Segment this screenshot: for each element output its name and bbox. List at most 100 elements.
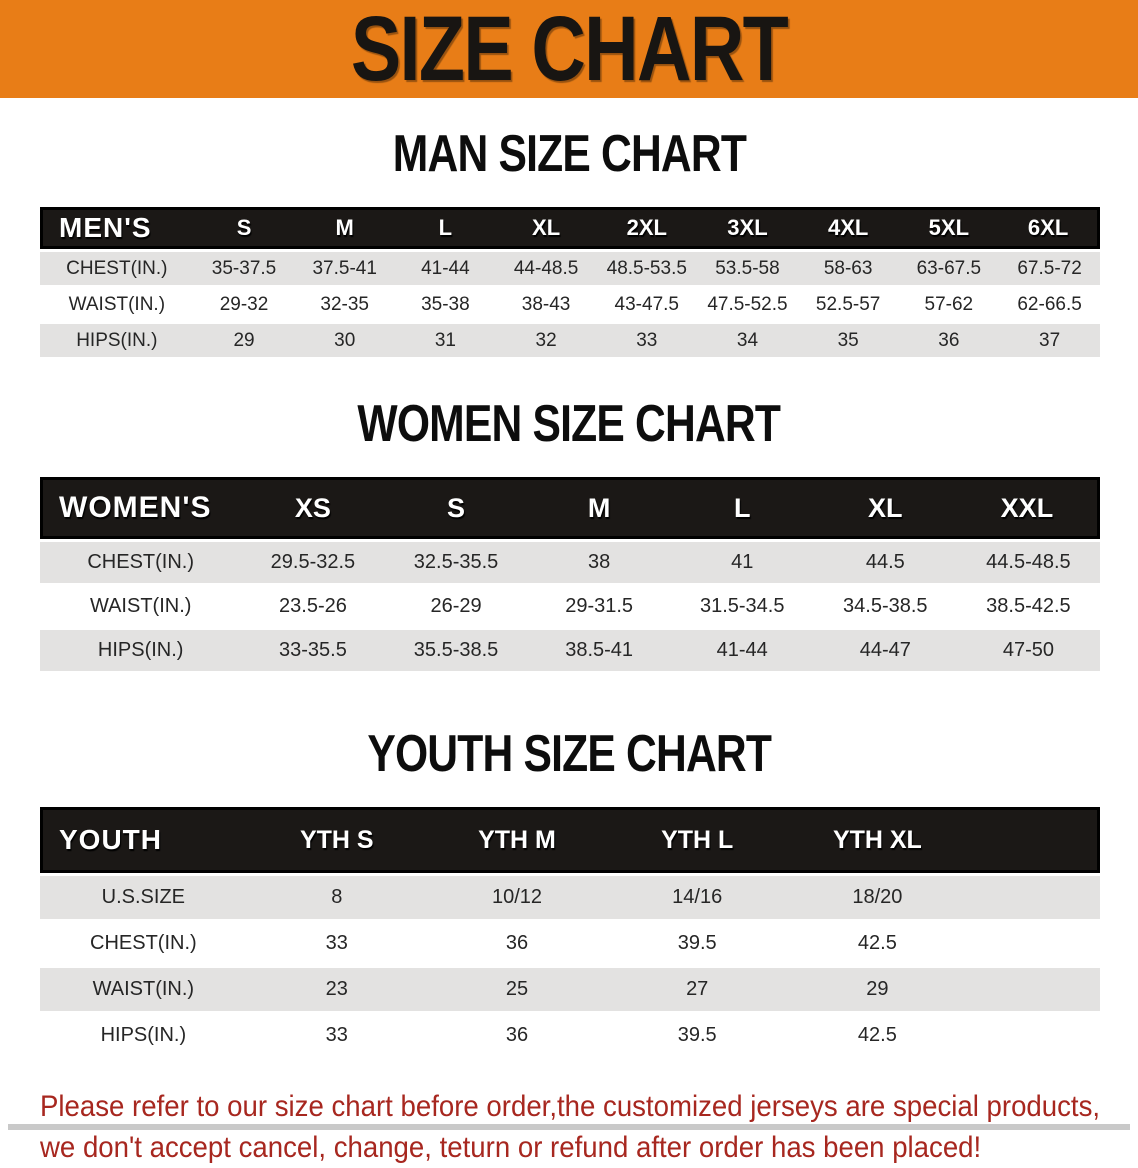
size-value: 31.5-34.5 — [670, 586, 814, 627]
size-value: 25 — [426, 968, 608, 1011]
size-value: 47-50 — [956, 630, 1100, 671]
column-header: 5XL — [898, 207, 1000, 249]
table-row: HIPS(IN.) 33-35.5 35.5-38.5 38.5-41 41-44 44-… — [40, 630, 1100, 671]
column-header: XL — [495, 207, 597, 249]
table-row: U.S.SIZE 8 10/12 14/16 18/20 — [40, 876, 1100, 919]
size-value: 36 — [898, 324, 1000, 357]
size-value: 42.5 — [787, 1014, 968, 1057]
size-value: 29 — [787, 968, 968, 1011]
size-value: 39.5 — [607, 922, 788, 965]
size-value: 36 — [426, 922, 608, 965]
column-header: 4XL — [797, 207, 899, 249]
section-women-size-chart: WOMEN SIZE CHART WOMEN'S XS S M L XL XXL CHEST(I… — [0, 398, 1138, 674]
column-header: M — [294, 207, 396, 249]
section-heading-text: WOMEN SIZE CHART — [357, 395, 782, 453]
man-size-chart-table: MEN'S S M L XL 2XL 3XL 4XL 5XL 6XL CHEST(IN.) 35-37… — [40, 204, 1100, 360]
size-value: 44.5 — [813, 542, 957, 583]
size-value: 62-66.5 — [999, 288, 1100, 321]
size-value: 23.5-26 — [241, 586, 385, 627]
section-heading: WOMEN SIZE CHART — [0, 398, 1138, 450]
bottom-divider — [8, 1124, 1130, 1130]
sections: MAN SIZE CHART MEN'S S M L XL 2XL 3XL 4XL 5XL 6XL C… — [0, 128, 1138, 1060]
row-label: CHEST(IN.) — [40, 252, 194, 285]
section-heading: YOUTH SIZE CHART — [0, 728, 1138, 780]
size-value: 39.5 — [607, 1014, 788, 1057]
table-corner-label: MEN'S — [40, 207, 194, 249]
row-label: U.S.SIZE — [40, 876, 247, 919]
size-value: 14/16 — [607, 876, 788, 919]
row-label: HIPS(IN.) — [40, 324, 194, 357]
row-label: WAIST(IN.) — [40, 586, 242, 627]
size-value: 10/12 — [426, 876, 608, 919]
table-row: HIPS(IN.) 33 36 39.5 42.5 — [40, 1014, 1100, 1057]
size-value: 57-62 — [898, 288, 1000, 321]
size-value: 35-37.5 — [193, 252, 295, 285]
size-value: 44.5-48.5 — [956, 542, 1100, 583]
size-value: 31 — [395, 324, 496, 357]
column-header: YTH XL — [787, 807, 968, 873]
size-value: 8 — [246, 876, 427, 919]
size-value: 41-44 — [395, 252, 496, 285]
size-value: 36 — [426, 1014, 608, 1057]
size-value: 41-44 — [670, 630, 814, 671]
row-label: HIPS(IN.) — [40, 630, 242, 671]
table-corner-label: WOMEN'S — [40, 477, 242, 539]
table-row: CHEST(IN.) 35-37.5 37.5-41 41-44 44-48.5 48.5… — [40, 252, 1100, 285]
table-row: WAIST(IN.) 29-32 32-35 35-38 38-43 43-47.5 47.… — [40, 288, 1100, 321]
column-header: YTH L — [607, 807, 788, 873]
row-label: CHEST(IN.) — [40, 922, 247, 965]
row-spacer — [967, 1014, 1100, 1057]
size-value: 18/20 — [787, 876, 968, 919]
table-row: CHEST(IN.) 33 36 39.5 42.5 — [40, 922, 1100, 965]
row-spacer — [967, 876, 1100, 919]
table-corner-label: YOUTH — [40, 807, 247, 873]
size-value: 29-32 — [193, 288, 295, 321]
column-header: YTH S — [246, 807, 427, 873]
table-row: HIPS(IN.) 29 30 31 32 33 34 35 36 37 — [40, 324, 1100, 357]
table-header-row: WOMEN'S XS S M L XL XXL — [40, 477, 1100, 539]
women-size-chart-table: WOMEN'S XS S M L XL XXL CHEST(IN.) 29.5-32.5 32.5… — [40, 474, 1100, 674]
size-value: 38-43 — [495, 288, 597, 321]
size-value: 37 — [999, 324, 1100, 357]
size-value: 47.5-52.5 — [697, 288, 798, 321]
column-header: S — [384, 477, 528, 539]
size-value: 35-38 — [395, 288, 496, 321]
size-value: 34.5-38.5 — [813, 586, 957, 627]
size-value: 29.5-32.5 — [241, 542, 385, 583]
section-heading: MAN SIZE CHART — [0, 128, 1138, 180]
size-value: 33-35.5 — [241, 630, 385, 671]
size-value: 27 — [607, 968, 788, 1011]
column-header: XL — [813, 477, 957, 539]
row-label: HIPS(IN.) — [40, 1014, 247, 1057]
size-value: 32-35 — [294, 288, 396, 321]
header-spacer — [967, 807, 1100, 873]
row-spacer — [967, 922, 1100, 965]
size-value: 33 — [246, 1014, 427, 1057]
size-value: 44-48.5 — [495, 252, 597, 285]
size-value: 34 — [697, 324, 798, 357]
row-label: WAIST(IN.) — [40, 968, 247, 1011]
size-value: 38.5-41 — [527, 630, 671, 671]
size-value: 35 — [797, 324, 899, 357]
youth-size-chart-table: YOUTH YTH S YTH M YTH L YTH XL U.S.SIZE 8 10/12… — [40, 804, 1100, 1060]
section-heading-text: MAN SIZE CHART — [392, 125, 746, 183]
size-value: 43-47.5 — [596, 288, 698, 321]
size-value: 32 — [495, 324, 597, 357]
column-header: 6XL — [999, 207, 1100, 249]
size-value: 53.5-58 — [697, 252, 798, 285]
size-value: 41 — [670, 542, 814, 583]
column-header: 3XL — [697, 207, 798, 249]
row-spacer — [967, 968, 1100, 1011]
size-value: 32.5-35.5 — [384, 542, 528, 583]
footer-note-line2: we don't accept cancel, change, teturn o… — [40, 1131, 982, 1164]
column-header: XXL — [956, 477, 1100, 539]
column-header: M — [527, 477, 671, 539]
size-value: 33 — [596, 324, 698, 357]
size-value: 23 — [246, 968, 427, 1011]
size-value: 63-67.5 — [898, 252, 1000, 285]
size-value: 52.5-57 — [797, 288, 899, 321]
column-header: S — [193, 207, 295, 249]
size-value: 30 — [294, 324, 396, 357]
size-value: 38.5-42.5 — [956, 586, 1100, 627]
